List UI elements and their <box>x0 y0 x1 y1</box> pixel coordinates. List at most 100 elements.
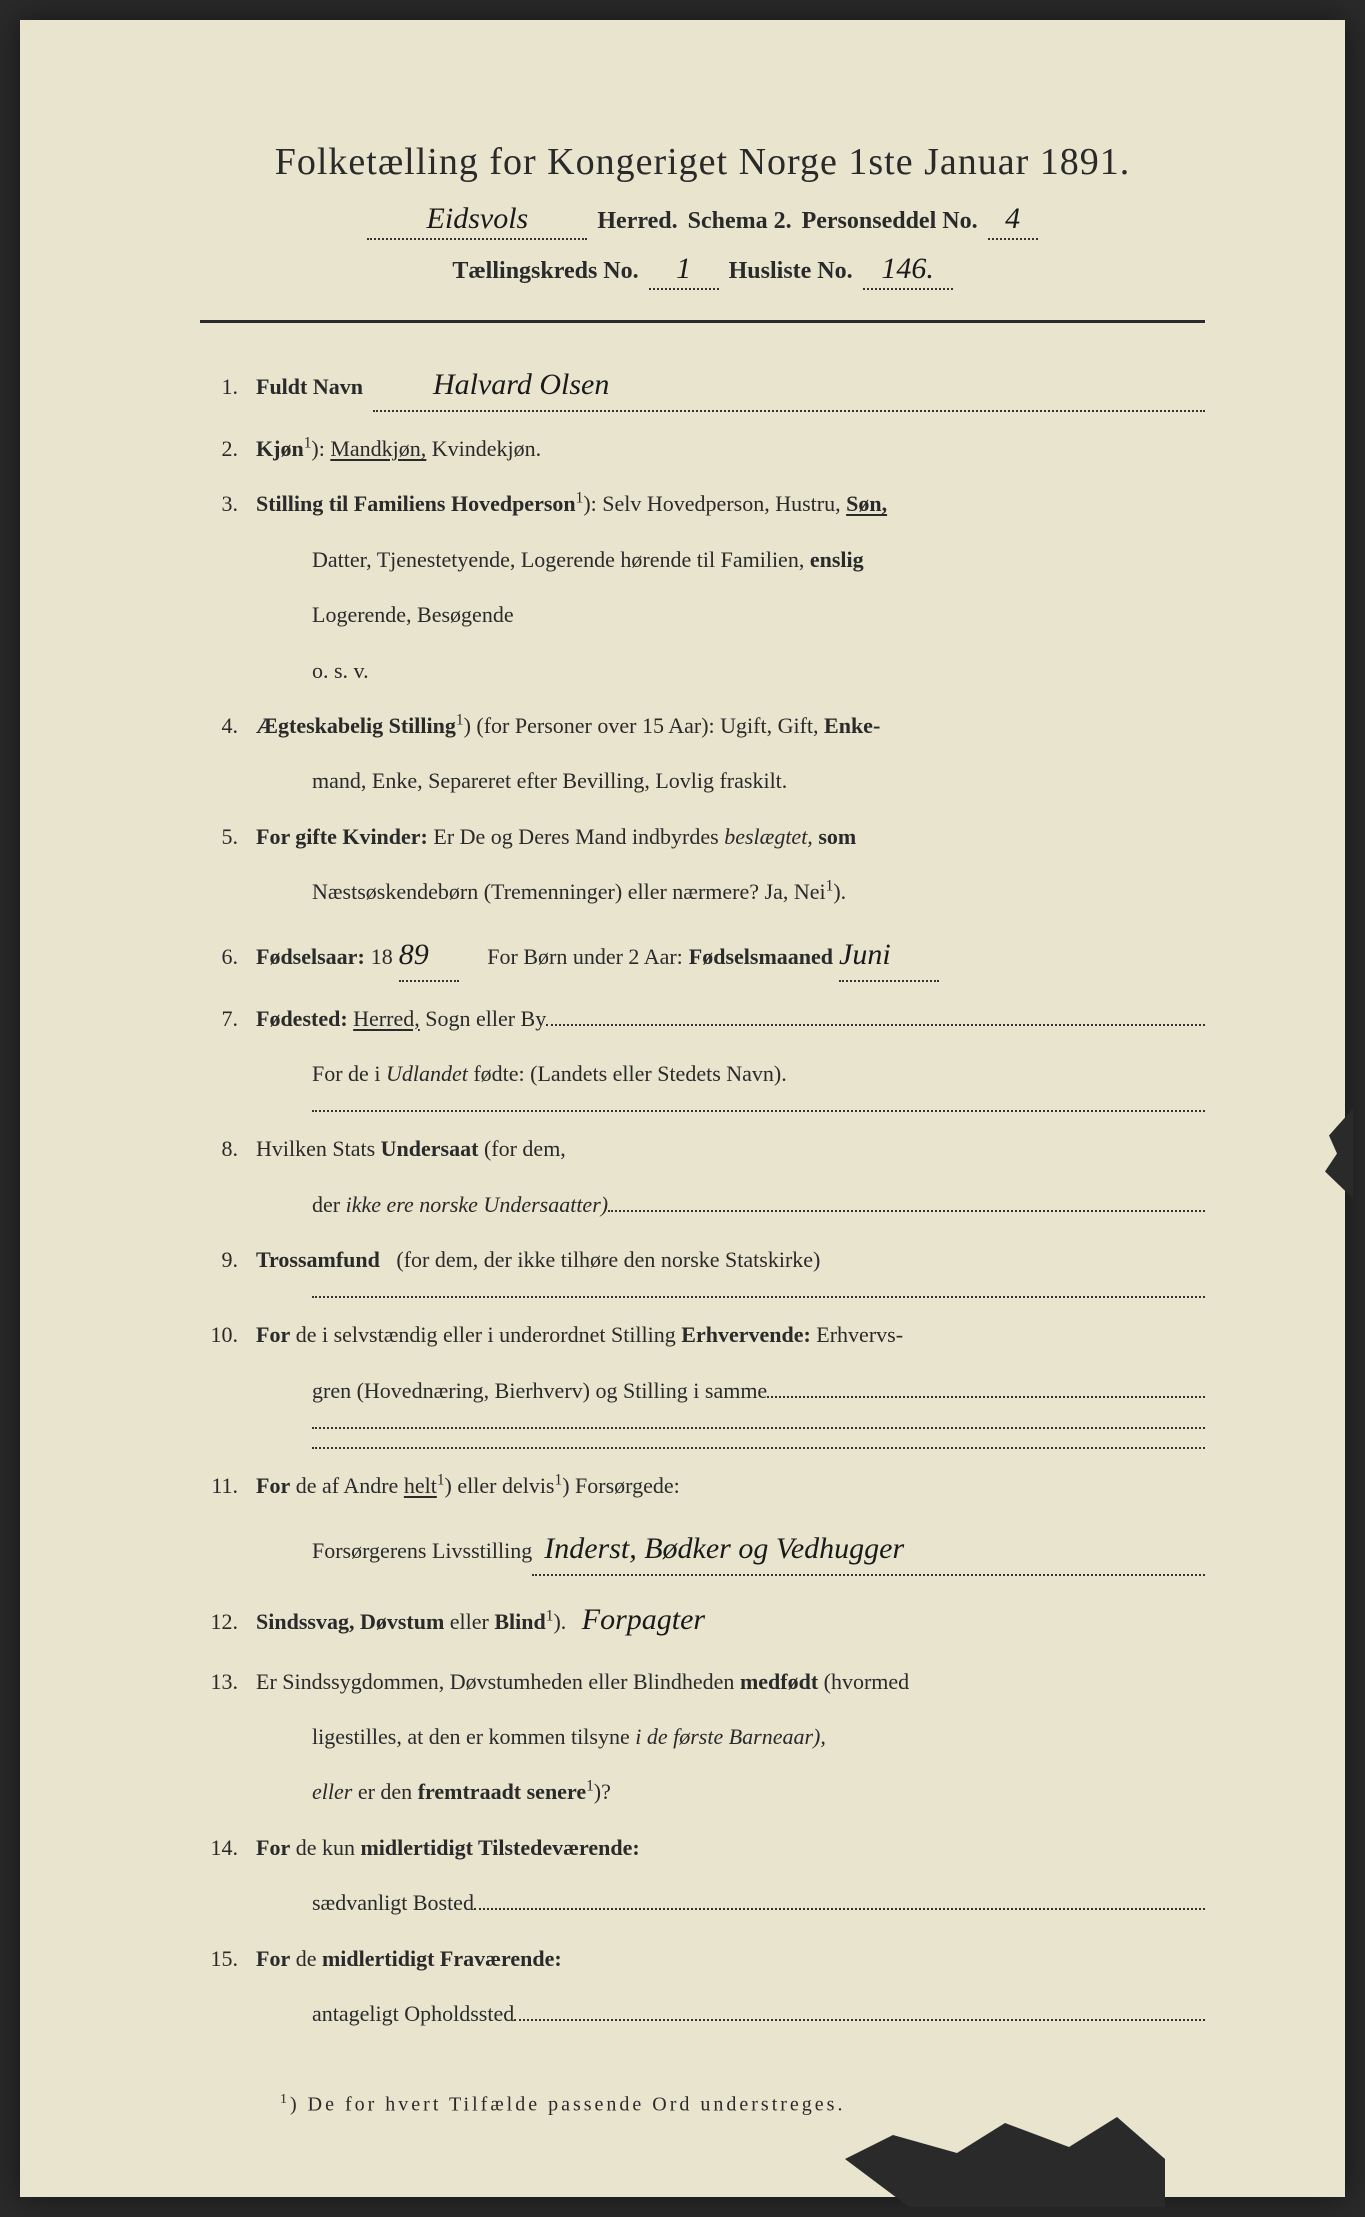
row-13: 13. Er Sindssygdommen, Døvstumheden elle… <box>200 1663 1205 1700</box>
year-prefix: 18 <box>371 938 393 975</box>
footnote-text: ) De for hvert Tilfælde passende Ord und… <box>290 2094 845 2116</box>
dotted-fill <box>546 1004 1205 1026</box>
text: (for Personer over 15 Aar): Ugift, Gift, <box>476 713 818 738</box>
schema-label: Schema 2. <box>688 208 792 235</box>
sup: 1 <box>586 1778 594 1795</box>
text: For de i <box>312 1061 380 1086</box>
text-italic: Udlandet <box>386 1061 468 1086</box>
census-form-page: Folketælling for Kongeriget Norge 1ste J… <box>20 20 1345 2197</box>
field-label: For gifte Kvinder: <box>256 824 428 849</box>
text: antageligt Opholdssted <box>312 1995 514 2032</box>
field-label: Sindssvag, Døvstum <box>256 1609 444 1634</box>
text: gren (Hovednæring, Bierhverv) og Stillin… <box>312 1372 767 1409</box>
row-num: 2. <box>200 430 256 467</box>
row-3-cont3: o. s. v. <box>312 652 1205 689</box>
sup: 1 <box>280 2092 290 2107</box>
sep: ): <box>311 436 324 461</box>
dotted-line <box>312 1447 1205 1449</box>
label: Erhvervende: <box>681 1322 811 1347</box>
torn-edge-right <box>1313 1109 1353 1199</box>
month-label: Fødselsmaaned <box>689 938 833 975</box>
field-label: Fødested: <box>256 1000 348 1037</box>
field-label: Ægteskabelig Stilling <box>256 713 456 738</box>
row-12: 12. Sindssvag, Døvstum eller Blind1). Fo… <box>200 1594 1205 1645</box>
text: ) eller delvis <box>445 1473 555 1498</box>
text: (for dem, <box>484 1136 566 1161</box>
dotted-fill <box>767 1376 1205 1398</box>
text-italic: beslægtet, <box>724 824 813 849</box>
field-label: Undersaat <box>381 1136 479 1161</box>
herred-label: Herred. <box>597 208 677 235</box>
text: Er De og Deres Mand indbyrdes <box>433 824 718 849</box>
row-num: 14. <box>200 1829 256 1866</box>
text: ligestilles, at den er kommen tilsyne <box>312 1724 630 1749</box>
label: For <box>256 1946 290 1971</box>
row-4-cont: mand, Enke, Separeret efter Bevilling, L… <box>312 762 1205 799</box>
row-5-cont: Næstsøskendebørn (Tremenninger) eller næ… <box>312 873 1205 910</box>
row-num: 9. <box>200 1241 256 1278</box>
row-1: 1. Fuldt Navn Halvard Olsen <box>200 359 1205 412</box>
year-value: 89 <box>399 929 459 982</box>
field-label: Stilling til Familiens Hovedperson <box>256 491 576 516</box>
row-13-cont2: eller er den fremtraadt senere1)? <box>312 1773 1205 1810</box>
row-10: 10. For de i selvstændig eller i underor… <box>200 1316 1205 1353</box>
text: Hvilken Stats <box>256 1136 375 1161</box>
text-bold: enslig <box>810 547 864 572</box>
herred-value: Eidsvols <box>367 202 587 240</box>
row-num: 5. <box>200 818 256 855</box>
header-block: Folketælling for Kongeriget Norge 1ste J… <box>200 140 1205 290</box>
sep: ). <box>553 1609 566 1634</box>
personseddel-value: 4 <box>988 202 1038 240</box>
dotted-fill <box>474 1888 1205 1910</box>
text: Er Sindssygdommen, Døvstumheden eller Bl… <box>256 1669 734 1694</box>
row-num: 8. <box>200 1130 256 1167</box>
underlined: helt <box>404 1473 437 1498</box>
row-13-cont1: ligestilles, at den er kommen tilsyne i … <box>312 1718 1205 1755</box>
husliste-label: Husliste No. <box>729 258 853 285</box>
field-label: Fuldt Navn <box>256 368 363 405</box>
text: fødte: (Landets eller Stedets Navn). <box>473 1061 786 1086</box>
text: (hvormed <box>824 1669 910 1694</box>
label: For <box>256 1835 290 1860</box>
text: (for dem, der ikke tilhøre den norske St… <box>396 1247 820 1272</box>
text: er den <box>358 1779 412 1804</box>
text-bold: Enke- <box>824 713 880 738</box>
label: midlertidigt Fraværende: <box>322 1946 562 1971</box>
field-label: Kjøn <box>256 436 304 461</box>
row-num: 15. <box>200 1940 256 1977</box>
row-num: 13. <box>200 1663 256 1700</box>
label: medfødt <box>740 1669 818 1694</box>
text-italic: eller <box>312 1779 352 1804</box>
row-15-cont: antageligt Opholdssted <box>312 1995 1205 2032</box>
field-label2: Blind <box>494 1609 545 1634</box>
sep: )? <box>594 1779 611 1804</box>
text: Sogn eller By <box>425 1000 546 1037</box>
row-11-cont: Forsørgerens Livsstilling Inderst, Bødke… <box>312 1523 1205 1576</box>
row-num: 1. <box>200 368 256 405</box>
row-10-cont: gren (Hovednæring, Bierhverv) og Stillin… <box>312 1372 1205 1409</box>
label: For <box>256 1473 290 1498</box>
sup: 1 <box>456 712 464 729</box>
text: de af Andre <box>296 1473 399 1498</box>
row-3-cont1: Datter, Tjenestetyende, Logerende hørend… <box>312 541 1205 578</box>
row-8: 8. Hvilken Stats Undersaat (for dem, <box>200 1130 1205 1167</box>
row-num: 7. <box>200 1000 256 1037</box>
text: ) Forsørgede: <box>562 1473 680 1498</box>
row-7-cont: For de i Udlandet fødte: (Landets eller … <box>312 1055 1205 1092</box>
text-italic: i de første Barneaar), <box>635 1724 826 1749</box>
text: Selv Hovedperson, Hustru, <box>602 491 840 516</box>
dotted-line <box>312 1296 1205 1298</box>
option-male: Mandkjøn, <box>330 436 426 461</box>
name-value: Halvard Olsen <box>373 359 1205 412</box>
text-italic: ikke ere norske Undersaatter) <box>346 1186 609 1223</box>
personseddel-label: Personseddel No. <box>802 208 978 235</box>
row-15: 15. For de midlertidigt Fraværende: <box>200 1940 1205 1977</box>
text: Erhvervs- <box>816 1322 903 1347</box>
text: sædvanligt Bosted <box>312 1884 474 1921</box>
row-3-cont2: Logerende, Besøgende <box>312 596 1205 633</box>
text: Forsørgerens Livsstilling <box>312 1532 532 1569</box>
r12-value: Forpagter <box>582 1603 705 1636</box>
text: de i selvstændig eller i underordnet Sti… <box>296 1322 676 1347</box>
dotted-line <box>312 1110 1205 1112</box>
row-6: 6. Fødselsaar: 1889 For Børn under 2 Aar… <box>200 929 1205 982</box>
